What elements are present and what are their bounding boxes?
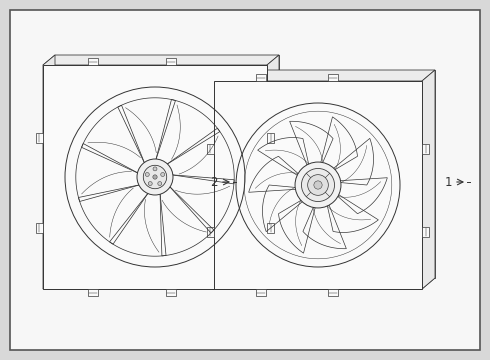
Polygon shape	[227, 70, 435, 278]
Polygon shape	[36, 223, 43, 233]
Polygon shape	[166, 58, 176, 65]
Polygon shape	[43, 65, 267, 289]
Circle shape	[301, 168, 335, 202]
Polygon shape	[207, 144, 214, 154]
Polygon shape	[55, 55, 279, 279]
Polygon shape	[43, 55, 279, 65]
Circle shape	[308, 175, 328, 195]
Text: 2: 2	[211, 176, 218, 189]
Polygon shape	[214, 81, 422, 289]
Polygon shape	[328, 289, 339, 296]
Circle shape	[153, 167, 157, 171]
Polygon shape	[36, 134, 43, 143]
Circle shape	[153, 175, 157, 179]
Polygon shape	[422, 227, 429, 237]
Circle shape	[148, 181, 152, 185]
Polygon shape	[43, 55, 55, 289]
Text: 1: 1	[444, 176, 452, 189]
Polygon shape	[422, 70, 435, 289]
Polygon shape	[88, 58, 98, 65]
Polygon shape	[166, 289, 176, 296]
Polygon shape	[267, 223, 274, 233]
Polygon shape	[256, 289, 266, 296]
Polygon shape	[214, 70, 227, 289]
Circle shape	[314, 181, 322, 189]
Polygon shape	[267, 55, 279, 289]
Circle shape	[143, 165, 167, 189]
Polygon shape	[214, 278, 435, 289]
Polygon shape	[267, 134, 274, 143]
Polygon shape	[214, 70, 435, 81]
Circle shape	[146, 172, 149, 176]
Polygon shape	[328, 74, 339, 81]
Polygon shape	[43, 279, 279, 289]
Polygon shape	[256, 74, 266, 81]
Polygon shape	[207, 227, 214, 237]
Circle shape	[161, 172, 165, 176]
Polygon shape	[88, 289, 98, 296]
Circle shape	[137, 159, 173, 195]
Circle shape	[295, 162, 341, 208]
Polygon shape	[422, 144, 429, 154]
Circle shape	[158, 181, 162, 185]
